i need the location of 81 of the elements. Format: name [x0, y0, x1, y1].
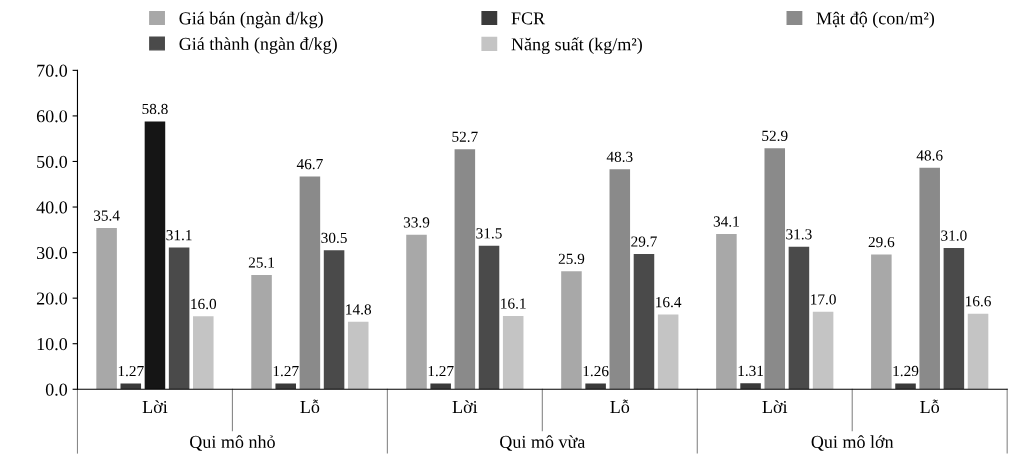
data-label: 46.7 — [296, 158, 323, 170]
bar — [478, 245, 500, 390]
text: Qui mô vừa — [500, 435, 586, 451]
legend-label: Mật độ (con/m²) — [816, 11, 935, 29]
y-tick-label: 50.0 — [37, 155, 68, 168]
data-label: 35.4 — [93, 210, 120, 221]
x-tick-label: Lời — [452, 400, 478, 414]
data-label: 16.4 — [656, 297, 682, 308]
data-label: 58.8 — [142, 103, 168, 115]
bar — [120, 383, 142, 390]
data-label: 16.0 — [191, 298, 217, 310]
data-label: 1.27 — [428, 365, 454, 377]
data-label: 52.9 — [762, 130, 788, 142]
bar — [609, 169, 631, 390]
bar — [193, 316, 214, 390]
bar — [502, 315, 524, 390]
data-label: 1.27 — [118, 365, 144, 377]
bar — [740, 383, 761, 390]
bar — [430, 383, 451, 390]
bar — [168, 247, 190, 390]
bar — [299, 176, 321, 390]
x-tick-label: Lỗ — [300, 399, 320, 414]
bar — [347, 321, 369, 390]
legend-label: Giá thành (ngàn đ/kg) — [179, 37, 337, 54]
data-label: 17.0 — [811, 294, 836, 305]
bar — [251, 274, 272, 390]
bar — [96, 227, 117, 390]
data-label: 1.29 — [893, 365, 919, 377]
bar — [812, 311, 834, 390]
y-tick-label: 30.0 — [37, 246, 68, 260]
data-label: 48.3 — [606, 151, 633, 163]
y-tick-label: 20.0 — [36, 292, 68, 305]
bar — [919, 167, 940, 390]
data-label: 33.9 — [403, 217, 430, 228]
data-label: 1.31 — [738, 365, 764, 377]
data-label: 48.6 — [916, 150, 943, 161]
data-label: 52.7 — [452, 131, 478, 142]
legend-label: Năng suất (kg/m²) — [511, 37, 642, 55]
data-label: 16.1 — [501, 298, 526, 309]
text: Qui mô nhỏ — [190, 435, 275, 451]
data-label: 31.3 — [786, 229, 812, 240]
data-label: 16.6 — [966, 296, 991, 307]
y-tick-label: 40.0 — [36, 201, 68, 214]
x-tick-label: Lời — [762, 400, 788, 414]
data-label: 1.26 — [583, 365, 609, 377]
x-tick-label: Lỗ — [920, 399, 940, 414]
data-label: 25.1 — [248, 257, 275, 268]
data-label: 30.5 — [321, 232, 347, 244]
data-label: 1.27 — [273, 365, 299, 377]
y-tick-label: 70.0 — [37, 64, 68, 77]
legend-label: Giá bán (ngàn đ/kg) — [179, 11, 323, 29]
y-tick-label: 0.0 — [45, 383, 68, 396]
bar — [633, 253, 655, 390]
bar — [943, 248, 965, 390]
bar — [406, 234, 427, 390]
data-label: 29.6 — [868, 236, 895, 248]
bar — [275, 383, 296, 390]
x-tick-label: Lỗ — [610, 399, 630, 414]
y-tick-label: 60.0 — [36, 110, 68, 123]
bar — [764, 148, 786, 390]
data-label: 31.0 — [941, 230, 967, 241]
bar — [454, 149, 476, 390]
y-tick-label: 10.0 — [37, 337, 68, 351]
data-label: 14.8 — [346, 304, 372, 315]
bar — [871, 254, 892, 390]
data-label: 34.1 — [713, 216, 739, 227]
bar — [144, 121, 166, 390]
data-label: 31.5 — [476, 228, 502, 239]
bar — [561, 271, 582, 390]
bar — [716, 233, 737, 390]
data-label: 31.1 — [166, 230, 192, 241]
bar — [895, 383, 916, 390]
bar — [788, 246, 810, 390]
data-label: 25.9 — [558, 253, 585, 265]
data-label: 29.7 — [631, 236, 657, 247]
x-tick-label: Lời — [142, 400, 168, 414]
bar — [967, 313, 989, 390]
bar — [323, 250, 345, 390]
bar — [657, 314, 679, 390]
legend-label: FCR — [511, 12, 546, 25]
text: Qui mô lớn — [811, 435, 894, 451]
